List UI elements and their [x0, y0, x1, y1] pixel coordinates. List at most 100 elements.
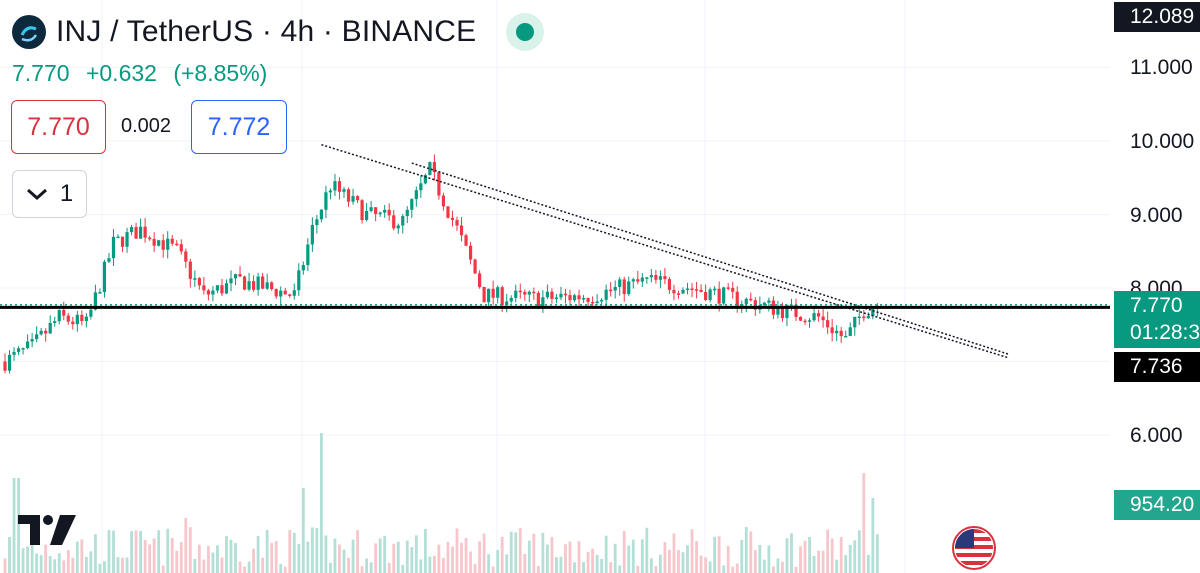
- candles: [3, 154, 879, 374]
- symbol-header[interactable]: INJ / TetherUS · 4h · BINANCE: [12, 10, 545, 54]
- volume-bar: [677, 550, 680, 573]
- volume-bar: [423, 529, 427, 573]
- candle-body: [699, 289, 703, 292]
- live-status-icon: [506, 13, 545, 51]
- volume-bar: [121, 557, 124, 573]
- volume-bar: [378, 538, 382, 573]
- volume-bar: [369, 562, 373, 573]
- volume-bar: [464, 537, 468, 573]
- tradingview-logo-icon[interactable]: [18, 515, 78, 547]
- volume-bar: [347, 557, 350, 573]
- candle-body: [328, 190, 333, 193]
- indicators-toggle-button[interactable]: 1: [12, 170, 87, 218]
- volume-bar: [772, 566, 775, 573]
- candle-body: [505, 301, 509, 306]
- volume-bar: [17, 478, 20, 573]
- candle-body: [188, 261, 192, 279]
- volume-bar: [523, 554, 527, 573]
- volume-bar: [166, 528, 170, 573]
- candle-body: [62, 309, 66, 316]
- volume-bar: [297, 544, 301, 573]
- volume-bar: [713, 536, 717, 573]
- volume-bar: [555, 557, 558, 573]
- volume-bar: [428, 556, 432, 573]
- candle-body: [7, 354, 12, 371]
- volume-bar: [586, 551, 590, 573]
- volume-bar: [437, 544, 441, 573]
- volume-bar: [270, 542, 274, 573]
- candle-body: [152, 239, 156, 246]
- volume-bar: [762, 559, 766, 573]
- candle-body: [491, 288, 495, 298]
- volume-bar: [338, 544, 341, 573]
- volume-bar: [627, 545, 631, 573]
- candle-body: [324, 192, 328, 210]
- volume-bar: [306, 541, 310, 573]
- volume-bar: [256, 536, 260, 573]
- volume-bar: [645, 527, 649, 573]
- volume-bar: [460, 542, 463, 573]
- candle-body: [419, 183, 423, 191]
- volume-bar: [80, 539, 84, 573]
- volume-bar: [197, 544, 201, 573]
- candle-body: [817, 313, 821, 317]
- candle-body: [265, 282, 269, 289]
- buy-button[interactable]: 7.772: [191, 100, 287, 154]
- volume-bar: [98, 563, 102, 573]
- sell-button[interactable]: 7.770: [11, 100, 106, 154]
- volume-bar: [532, 533, 536, 573]
- volume-bar: [433, 555, 436, 573]
- candle-body: [57, 309, 61, 322]
- volume-bar: [207, 546, 210, 573]
- volume-bar: [112, 530, 115, 573]
- candle-body: [315, 219, 319, 225]
- volume-bar: [568, 541, 572, 573]
- candle-body: [853, 316, 857, 328]
- candle-body: [835, 330, 839, 334]
- us-flag-icon[interactable]: [952, 526, 996, 570]
- price-change-pct: (+8.85%): [173, 60, 268, 86]
- volume-bar: [220, 557, 224, 573]
- volume-bar: [157, 530, 161, 573]
- spread-value: 0.002: [121, 115, 172, 137]
- candle-body: [319, 209, 323, 220]
- volume-bar: [527, 540, 531, 573]
- candle-body: [437, 172, 441, 196]
- volume-bar: [8, 536, 11, 573]
- candle-body: [148, 237, 152, 240]
- volume-bar: [351, 539, 355, 573]
- volume-bar: [446, 541, 450, 573]
- candle-body: [690, 288, 694, 291]
- volume-bar: [134, 530, 138, 573]
- volume-bar: [356, 530, 359, 573]
- last-price: 7.770: [12, 60, 70, 86]
- volume-bar: [844, 555, 848, 573]
- candle-body: [857, 316, 861, 319]
- candle-body: [12, 351, 16, 355]
- candle-body: [71, 321, 75, 325]
- volume-bar: [252, 548, 255, 573]
- candle-body: [722, 287, 726, 304]
- volume-bar: [365, 558, 368, 573]
- candle-body: [586, 297, 590, 302]
- volume-bar: [320, 433, 323, 573]
- volume-bar: [591, 548, 594, 573]
- volume-bar: [261, 557, 265, 573]
- price-axis[interactable]: [1110, 0, 1200, 573]
- candle-body: [120, 236, 125, 247]
- candle-body: [663, 276, 667, 280]
- quote-line: 7.770 +0.632 (+8.85%): [12, 60, 277, 87]
- volume-bar: [71, 557, 75, 573]
- candle-body: [360, 200, 364, 220]
- volume-bar: [21, 548, 25, 573]
- candle-body: [346, 189, 351, 202]
- candle-body: [242, 276, 247, 290]
- candle-body: [301, 265, 305, 271]
- candle-body: [401, 216, 405, 226]
- volume-bar: [686, 545, 689, 573]
- candle-body: [713, 288, 717, 291]
- candle-body: [767, 300, 771, 303]
- volume-bar: [735, 563, 739, 573]
- volume-bar: [75, 541, 79, 573]
